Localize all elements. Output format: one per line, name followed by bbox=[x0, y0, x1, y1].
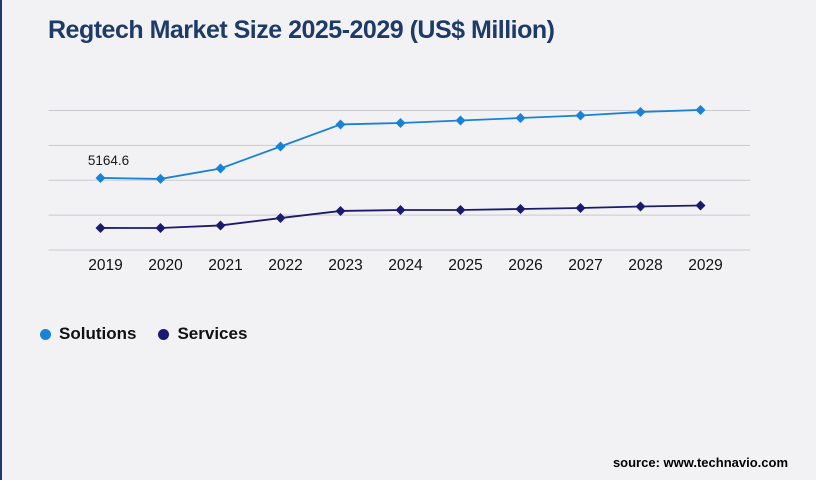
data-point-services-2028 bbox=[635, 201, 646, 212]
data-label: 5164.6 bbox=[88, 153, 129, 168]
data-point-services-2027 bbox=[575, 203, 586, 214]
data-point-solutions-2029 bbox=[695, 104, 706, 115]
data-point-services-2024 bbox=[395, 205, 406, 216]
chart-legend: Solutions Services bbox=[40, 324, 269, 344]
legend-label-services: Services bbox=[177, 324, 248, 343]
x-axis-tick-label: 2022 bbox=[268, 257, 302, 274]
left-accent-bar bbox=[0, 0, 2, 480]
x-axis-tick-label: 2024 bbox=[388, 257, 423, 274]
data-point-services-2019 bbox=[95, 222, 106, 233]
data-point-solutions-2023 bbox=[335, 119, 346, 130]
x-axis-tick-label: 2020 bbox=[148, 257, 183, 274]
data-point-solutions-2025 bbox=[455, 115, 466, 126]
data-point-solutions-2020 bbox=[155, 173, 166, 184]
data-point-services-2029 bbox=[695, 200, 706, 211]
data-point-services-2022 bbox=[275, 213, 286, 224]
legend-label-solutions: Solutions bbox=[59, 324, 137, 343]
data-point-solutions-2027 bbox=[575, 110, 586, 121]
x-axis-tick-label: 2029 bbox=[688, 257, 722, 274]
data-point-services-2026 bbox=[515, 203, 526, 214]
legend-item-services: Services bbox=[158, 324, 247, 344]
x-axis-tick-label: 2028 bbox=[628, 257, 662, 274]
x-axis-tick-label: 2023 bbox=[328, 257, 362, 274]
x-axis-tick-label: 2021 bbox=[208, 257, 242, 274]
x-axis-tick-label: 2025 bbox=[448, 257, 482, 274]
data-point-services-2021 bbox=[215, 220, 226, 231]
x-axis-tick-label: 2027 bbox=[568, 257, 602, 274]
x-axis-tick-label: 2026 bbox=[508, 257, 542, 274]
data-point-solutions-2028 bbox=[635, 107, 646, 118]
data-point-solutions-2026 bbox=[515, 113, 526, 124]
data-point-solutions-2024 bbox=[395, 117, 406, 128]
legend-item-solutions: Solutions bbox=[40, 324, 136, 344]
data-point-services-2020 bbox=[155, 223, 166, 234]
source-attribution: source: www.technavio.com bbox=[612, 455, 788, 470]
data-point-services-2023 bbox=[335, 205, 346, 216]
data-point-solutions-2019 bbox=[95, 172, 106, 183]
data-point-solutions-2021 bbox=[215, 163, 226, 174]
data-point-solutions-2022 bbox=[275, 141, 286, 152]
data-point-services-2025 bbox=[455, 204, 466, 215]
chart-title: Regtech Market Size 2025-2029 (US$ Milli… bbox=[48, 16, 555, 44]
solutions-legend-dot-icon bbox=[40, 328, 51, 340]
x-axis-tick-label: 2019 bbox=[88, 257, 122, 274]
services-legend-dot-icon bbox=[158, 328, 170, 340]
